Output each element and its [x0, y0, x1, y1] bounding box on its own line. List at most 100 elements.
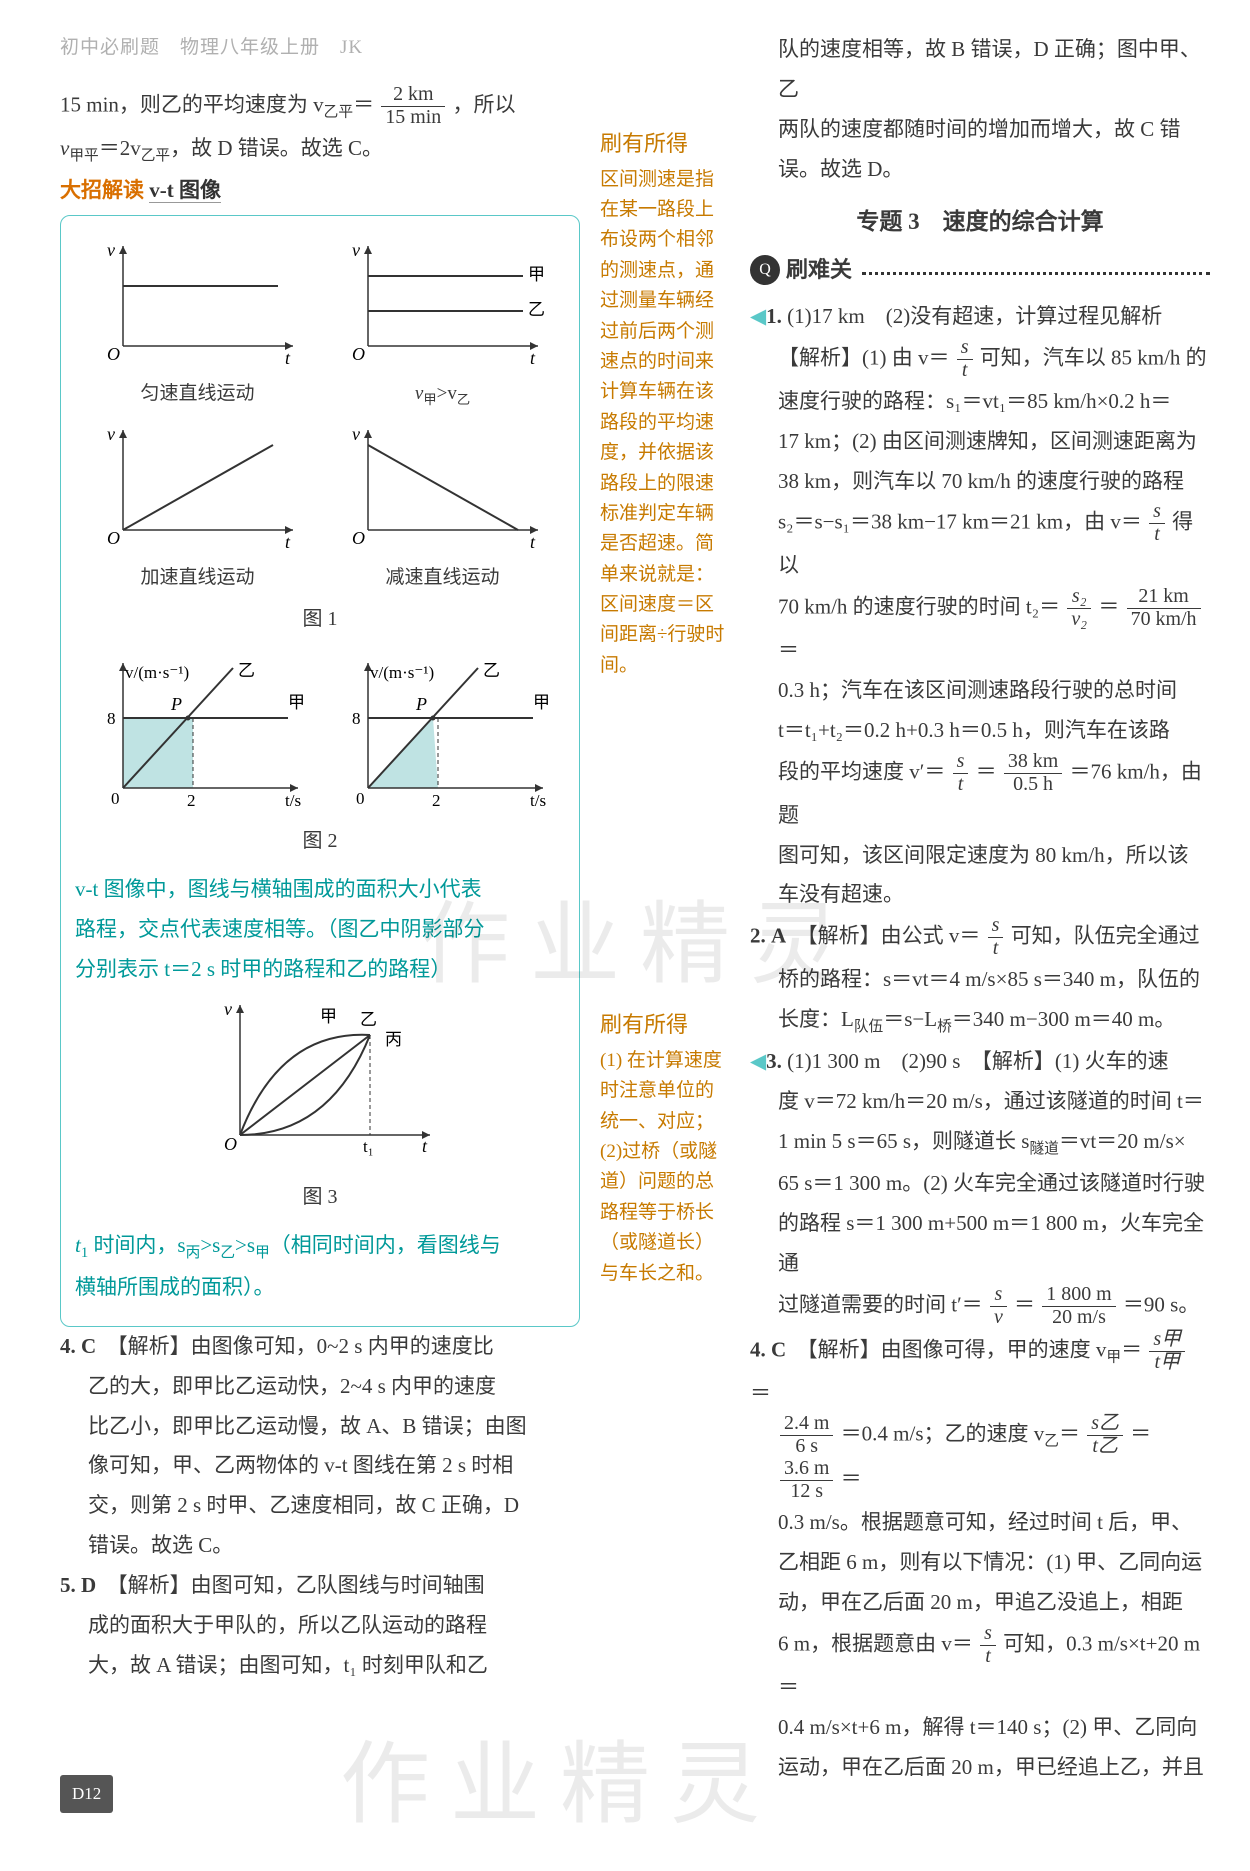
q4-t: 错误。故选 C。: [60, 1526, 580, 1566]
side-text-2: (1) 在计算速度时注意单位的统一、对应；(2)过桥（或隧道）问题的总路程等于桥…: [600, 1046, 730, 1289]
t: 0.5 h: [1004, 774, 1062, 796]
t: 【解析】: [807, 924, 881, 948]
svg-text:P: P: [415, 694, 427, 714]
rq3-ans: (1)1 300 m (2)90 s: [787, 1049, 960, 1073]
t: ＝90 s。: [1123, 1292, 1199, 1316]
frac: st: [1149, 501, 1165, 546]
t: s₂＝s−s₁＝38 km−17 km＝21 km，由 v＝: [778, 510, 1142, 534]
cap: 加速直线运动: [93, 560, 303, 596]
desc: 路程，交点代表速度相等。（图乙中阴影部分: [75, 910, 565, 950]
rq4-ans: C: [771, 1337, 786, 1361]
frac: 1 800 m20 m/s: [1042, 1284, 1115, 1329]
r0: 两队的速度都随时间的增加而增大，故 C 错: [750, 110, 1210, 150]
t: 队伍: [854, 1019, 883, 1035]
t: s: [990, 1284, 1007, 1307]
t: t: [1149, 524, 1165, 546]
q5-t: 大，故 A 错误；由图可知，t₁ 时刻甲队和乙: [60, 1646, 580, 1686]
t: 由公式 v＝: [881, 924, 981, 948]
rq2-line1: 2. A 【解析】由公式 v＝ st 可知，队伍完全通过: [750, 915, 1210, 960]
rq1-l: t＝t₁+t₂＝0.2 h+0.3 h＝0.5 h，则汽车在该路: [750, 711, 1210, 751]
graph-decel: v t O: [338, 420, 548, 550]
r0: 队的速度相等，故 B 错误，D 正确；图中甲、乙: [750, 30, 1210, 110]
rq4-l: 动，甲在乙后面 20 m，甲追乙没追上，相距: [750, 1583, 1210, 1623]
frac: 2.4 m6 s: [780, 1413, 833, 1458]
rq4-l: 6 m，根据题意由 v＝ st 可知，0.3 m/s×t+20 m＝: [750, 1623, 1210, 1708]
rq3-l: 过隧道需要的时间 t′＝ sv ＝ 1 800 m20 m/s ＝90 s。: [750, 1284, 1210, 1329]
svg-text:0: 0: [356, 789, 365, 808]
t: 甲: [423, 392, 436, 407]
svg-text:v: v: [107, 240, 115, 260]
t: >s: [235, 1233, 255, 1257]
rq4-l: 0.3 m/s。根据题意可知，经过时间 t 后，甲、: [750, 1503, 1210, 1543]
svg-text:甲: 甲: [528, 265, 545, 284]
t: ＝0.4 m/s；乙的速度 v: [841, 1422, 1045, 1446]
svg-text:2: 2: [432, 791, 441, 810]
svg-text:乙: 乙: [483, 661, 500, 680]
svg-text:v/(m·s⁻¹): v/(m·s⁻¹): [370, 663, 434, 682]
right-column: 队的速度相等，故 B 错误，D 正确；图中甲、乙 两队的速度都随时间的增加而增大…: [750, 30, 1210, 1787]
rq1-l: 38 km，则汽车以 70 km/h 的速度行驶的路程: [750, 462, 1210, 502]
t: ＝: [1130, 1422, 1151, 1446]
left-column: 初中必刷题 物理八年级上册 JK 15 min，则乙的平均速度为 v乙平＝ 2 …: [60, 30, 580, 1787]
side-heading-2: 刷有所得: [600, 1011, 730, 1040]
t: ＝s−L: [883, 1007, 937, 1031]
t: s: [980, 1623, 996, 1646]
rq3-l: 度 v＝72 km/h＝20 m/s，通过该隧道的时间 t＝: [750, 1082, 1210, 1122]
t: s甲: [1149, 1329, 1185, 1352]
t: 乙: [1044, 1434, 1059, 1450]
shua-label: 刷难关: [786, 249, 852, 291]
t: 15 min，则乙的平均速度为 v: [60, 92, 324, 116]
graph-row-3: v/(m·s⁻¹) t/s 0 8 2 P 甲 乙: [75, 648, 565, 818]
q4-t: 比乙小，即甲比乙运动慢，故 A、B 错误；由图: [60, 1407, 580, 1447]
graph-accel: v t O: [93, 420, 303, 550]
svg-text:丙: 丙: [385, 1030, 402, 1049]
cap: 减速直线运动: [338, 560, 548, 596]
t: t: [957, 360, 973, 382]
t: 甲: [255, 1245, 270, 1261]
t: 段的平均速度 v′＝: [778, 759, 945, 783]
rq2-num: 2.: [750, 924, 766, 948]
rq4-line1: 4. C 【解析】由图像可得，甲的速度 v甲＝ s甲t甲 ＝: [750, 1329, 1210, 1414]
t: 由图可知，乙队图线与时间轴围: [191, 1573, 485, 1597]
svg-text:t: t: [530, 348, 536, 366]
t: 过隧道需要的时间 t′＝: [778, 1292, 983, 1316]
rq1-l: 【解析】(1) 由 v＝ st 可知，汽车以 85 km/h 的: [750, 337, 1210, 382]
t: v: [60, 136, 69, 160]
svg-text:t: t: [285, 532, 291, 550]
t: >s: [200, 1233, 220, 1257]
t: s: [1149, 501, 1165, 524]
t: 乙: [220, 1245, 235, 1261]
rq2-ans: A: [771, 924, 786, 948]
svg-text:甲: 甲: [533, 693, 550, 712]
graph-row-2-caps: 加速直线运动 减速直线运动: [75, 558, 565, 596]
rq1-l: 0.3 h；汽车在该区间测速路段行驶的总时间: [750, 671, 1210, 711]
svg-text:t: t: [422, 1136, 428, 1156]
t: 2.4 m: [780, 1413, 833, 1436]
svg-text:t/s: t/s: [530, 791, 546, 810]
t: v: [990, 1307, 1007, 1329]
q4-t: 交，则第 2 s 时甲、乙速度相同，故 C 正确，D: [60, 1486, 580, 1526]
rq1-l: 图可知，该区间限定速度为 80 km/h，所以该: [750, 836, 1210, 876]
rq3-num: 3.: [766, 1049, 782, 1073]
t: ＝340 m−300 m＝40 m。: [952, 1007, 1176, 1031]
q4-t: 像可知，甲、乙两物体的 v-t 图线在第 2 s 时相: [60, 1446, 580, 1486]
t: 21 km: [1127, 586, 1201, 609]
t: t乙: [1087, 1436, 1123, 1458]
graph-row-1-caps: 匀速直线运动 v甲>v乙: [75, 374, 565, 412]
t: t: [988, 938, 1004, 960]
rq4-l: 2.4 m6 s ＝0.4 m/s；乙的速度 v乙＝ s乙t乙 ＝ 3.6 m1…: [750, 1413, 1210, 1503]
t: 乙平: [141, 148, 170, 164]
frac: 38 km0.5 h: [1004, 751, 1062, 796]
side-heading-1: 刷有所得: [600, 130, 730, 159]
q4-line1: 4. C 【解析】由图像可知，0~2 s 内甲的速度比: [60, 1327, 580, 1367]
q5-ans: D: [81, 1573, 96, 1597]
frac: st: [988, 915, 1004, 960]
t: （相同时间内，看图线与: [270, 1233, 501, 1257]
graph-three-curves: v t O t₁ 甲 乙 丙: [190, 990, 450, 1160]
t: 1 800 m: [1042, 1284, 1115, 1307]
t: 乙平: [324, 105, 353, 121]
cap: 匀速直线运动: [93, 376, 303, 412]
t: >v: [437, 383, 457, 404]
t: 15 min: [381, 107, 445, 129]
t: t甲: [1149, 1352, 1185, 1374]
